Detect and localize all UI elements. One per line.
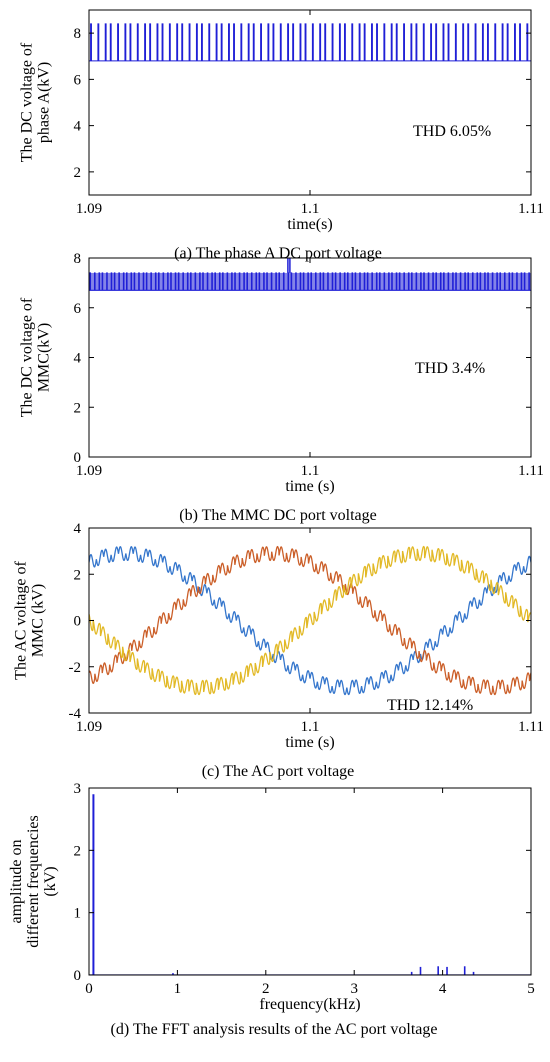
y-tick-label: 0	[74, 614, 82, 630]
y-tick-label: 2	[74, 400, 82, 416]
x-tick-label: 0	[85, 981, 93, 997]
y-tick-label: 8	[74, 251, 82, 267]
x-axis-label: time (s)	[285, 734, 334, 751]
y-tick-label: 4	[74, 351, 82, 367]
x-tick-label: 1.11	[518, 463, 544, 479]
plot-data-layer	[89, 545, 531, 696]
axes-frame	[88, 787, 532, 976]
y-axis-label-line: amplitude on	[8, 840, 25, 924]
y-tick-label: -4	[69, 706, 82, 722]
y-axis-label-line: The AC voltage of	[13, 561, 30, 680]
y-tick-label: 6	[74, 301, 82, 317]
chart-panel-a: 1.09 1.1 1.11 2 4 6 8 time(s) The DC voltage of p…	[19, 9, 544, 262]
thd-annotation: THD 6.05%	[413, 123, 491, 140]
y-tick-label: 2	[74, 567, 82, 583]
x-axis-label: time(s)	[287, 216, 332, 233]
x-axis-label: frequency(kHz)	[259, 996, 360, 1013]
x-tick-label: 2	[262, 981, 270, 997]
plot-data-layer	[89, 23, 531, 62]
thd-annotation: THD 3.4%	[415, 360, 485, 377]
y-tick-label: 1	[74, 906, 82, 922]
y-tick-label: 4	[74, 521, 82, 537]
x-tick-label: 1.1	[301, 463, 320, 479]
x-tick-label: 3	[350, 981, 358, 997]
y-axis-label-line: (kV)	[42, 866, 59, 896]
y-tick-label: 8	[74, 26, 82, 42]
series-line	[89, 545, 531, 696]
x-tick-label: 1	[174, 981, 182, 997]
y-tick-label: 4	[74, 119, 82, 135]
y-axis-label-line: The DC voltage of	[19, 297, 36, 417]
plot-data-layer	[89, 794, 531, 975]
axes-frame	[88, 9, 532, 196]
chart-panel-b: 1.09 1.1 1.11 0 2 4 6 8 time (s) The DC voltage o…	[19, 251, 544, 524]
x-tick-label: 1.09	[76, 463, 102, 479]
x-tick-label: 5	[527, 981, 535, 997]
y-axis-label-line: The DC voltage of	[19, 42, 36, 162]
y-axis-label-line: phase A(kV)	[36, 62, 53, 143]
x-tick-label: 1.09	[76, 201, 102, 217]
x-tick-label: 1.1	[301, 719, 320, 735]
x-tick-label: 4	[439, 981, 447, 997]
x-tick-label: 1.11	[518, 719, 544, 735]
y-tick-label: 6	[74, 72, 82, 88]
series-line	[89, 23, 531, 62]
x-tick-label: 1.1	[301, 201, 320, 217]
y-tick-label: 2	[74, 843, 82, 859]
chart-panel-c: 1.09 1.1 1.11 -4 -2 0 2 4 time (s) The AC voltage…	[13, 521, 544, 780]
series-line	[89, 272, 531, 291]
y-axis-label-line: different frequencies	[25, 815, 42, 948]
panel-caption: (b) The MMC DC port voltage	[179, 507, 376, 524]
y-axis-label-line: MMC(kV)	[36, 323, 53, 392]
y-tick-label: 0	[74, 450, 82, 466]
x-tick-label: 1.11	[518, 201, 544, 217]
x-axis-label: time (s)	[285, 478, 334, 495]
plot-data-layer	[89, 258, 531, 291]
y-axis-label-line: MMC (kV)	[30, 584, 47, 657]
panel-caption: (c) The AC port voltage	[202, 763, 355, 780]
y-tick-label: 0	[74, 968, 82, 984]
series-line	[89, 546, 531, 696]
y-tick-label: 3	[74, 781, 82, 797]
thd-annotation: THD 12.14%	[387, 697, 473, 714]
y-tick-label: -2	[69, 660, 82, 676]
y-tick-label: 2	[74, 165, 82, 181]
series-line	[89, 545, 531, 696]
panel-caption: (a) The phase A DC port voltage	[174, 245, 382, 262]
x-tick-label: 1.09	[76, 719, 102, 735]
panel-caption: (d) The FFT analysis results of the AC p…	[111, 1021, 438, 1038]
